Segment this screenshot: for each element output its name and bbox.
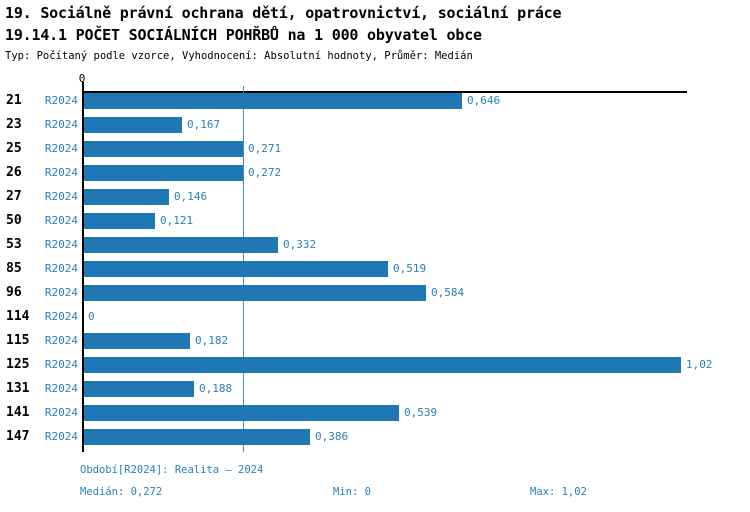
- row-category-label: 23: [6, 117, 22, 132]
- row-period-label: R2024: [44, 190, 78, 203]
- row-category-label: 147: [6, 429, 30, 444]
- bar-value-label: 0,539: [404, 406, 438, 419]
- bar: [84, 237, 278, 253]
- bar: [84, 261, 388, 277]
- row-period-label: R2024: [44, 166, 78, 179]
- bar: [84, 141, 243, 157]
- bar-value-label: 0,182: [195, 334, 229, 347]
- row-period-label: R2024: [44, 214, 78, 227]
- row-period-label: R2024: [44, 142, 78, 155]
- report-title-line2: 19.14.1 POČET SOCIÁLNÍCH POHŘBŮ na 1 000…: [5, 26, 482, 44]
- footer-min-text: Min: 0: [333, 486, 371, 498]
- bar: [84, 213, 155, 229]
- bar: [84, 333, 190, 349]
- bar: [84, 93, 462, 109]
- bar-value-label: 0,188: [199, 382, 233, 395]
- row-category-label: 114: [6, 309, 30, 324]
- row-category-label: 26: [6, 165, 22, 180]
- row-category-label: 115: [6, 333, 30, 348]
- row-category-label: 131: [6, 381, 30, 396]
- row-category-label: 125: [6, 357, 30, 372]
- bar: [84, 117, 182, 133]
- plot-area: 0,646 0,167 0,271 0,272 0,146 0,121 0,332 0,519…: [82, 82, 713, 452]
- row-category-label: 141: [6, 405, 30, 420]
- axis-zero-tick-label: 0: [78, 72, 86, 85]
- report-subtitle: Typ: Počítaný podle vzorce, Vyhodnocení:…: [5, 50, 473, 62]
- bar-value-label: 0,332: [283, 238, 317, 251]
- footer-max-text: Max: 1,02: [530, 486, 587, 498]
- row-period-label: R2024: [44, 238, 78, 251]
- bar-value-label: 0,121: [160, 214, 194, 227]
- bar: [84, 357, 681, 373]
- row-category-label: 96: [6, 285, 22, 300]
- footer-median-text: Medián: 0,272: [80, 486, 163, 498]
- row-category-label: 50: [6, 213, 22, 228]
- row-period-label: R2024: [44, 286, 78, 299]
- row-category-label: 25: [6, 141, 22, 156]
- bar: [84, 189, 169, 205]
- bar-value-label: 0,271: [248, 142, 282, 155]
- row-period-label: R2024: [44, 382, 78, 395]
- row-period-label: R2024: [44, 262, 78, 275]
- footer-period-text: Období[R2024]: Realita – 2024: [80, 464, 264, 476]
- report-title-line1: 19. Sociálně právní ochrana dětí, opatro…: [5, 4, 562, 22]
- row-period-label: R2024: [44, 358, 78, 371]
- row-period-label: R2024: [44, 310, 78, 323]
- row-category-label: 21: [6, 93, 22, 108]
- axis-zero-tick-mark: [82, 82, 84, 93]
- bar-value-label: 0,167: [187, 118, 221, 131]
- bar-value-label: 0,646: [467, 94, 501, 107]
- bar-value-label: 0: [88, 310, 95, 323]
- bar-value-label: 0,519: [393, 262, 427, 275]
- row-category-label: 27: [6, 189, 22, 204]
- row-period-label: R2024: [44, 118, 78, 131]
- row-period-label: R2024: [44, 406, 78, 419]
- row-period-label: R2024: [44, 334, 78, 347]
- bar: [84, 381, 194, 397]
- row-period-label: R2024: [44, 430, 78, 443]
- row-period-label: R2024: [44, 94, 78, 107]
- bar: [84, 165, 243, 181]
- bar-value-label: 0,272: [248, 166, 282, 179]
- bar-value-label: 0,386: [315, 430, 349, 443]
- bar-value-label: 1,02: [686, 358, 713, 371]
- row-category-label: 53: [6, 237, 22, 252]
- bar-value-label: 0,584: [431, 286, 465, 299]
- bar-value-label: 0,146: [174, 190, 208, 203]
- bar: [84, 285, 426, 301]
- bar: [84, 429, 310, 445]
- row-category-label: 85: [6, 261, 22, 276]
- bar: [84, 405, 399, 421]
